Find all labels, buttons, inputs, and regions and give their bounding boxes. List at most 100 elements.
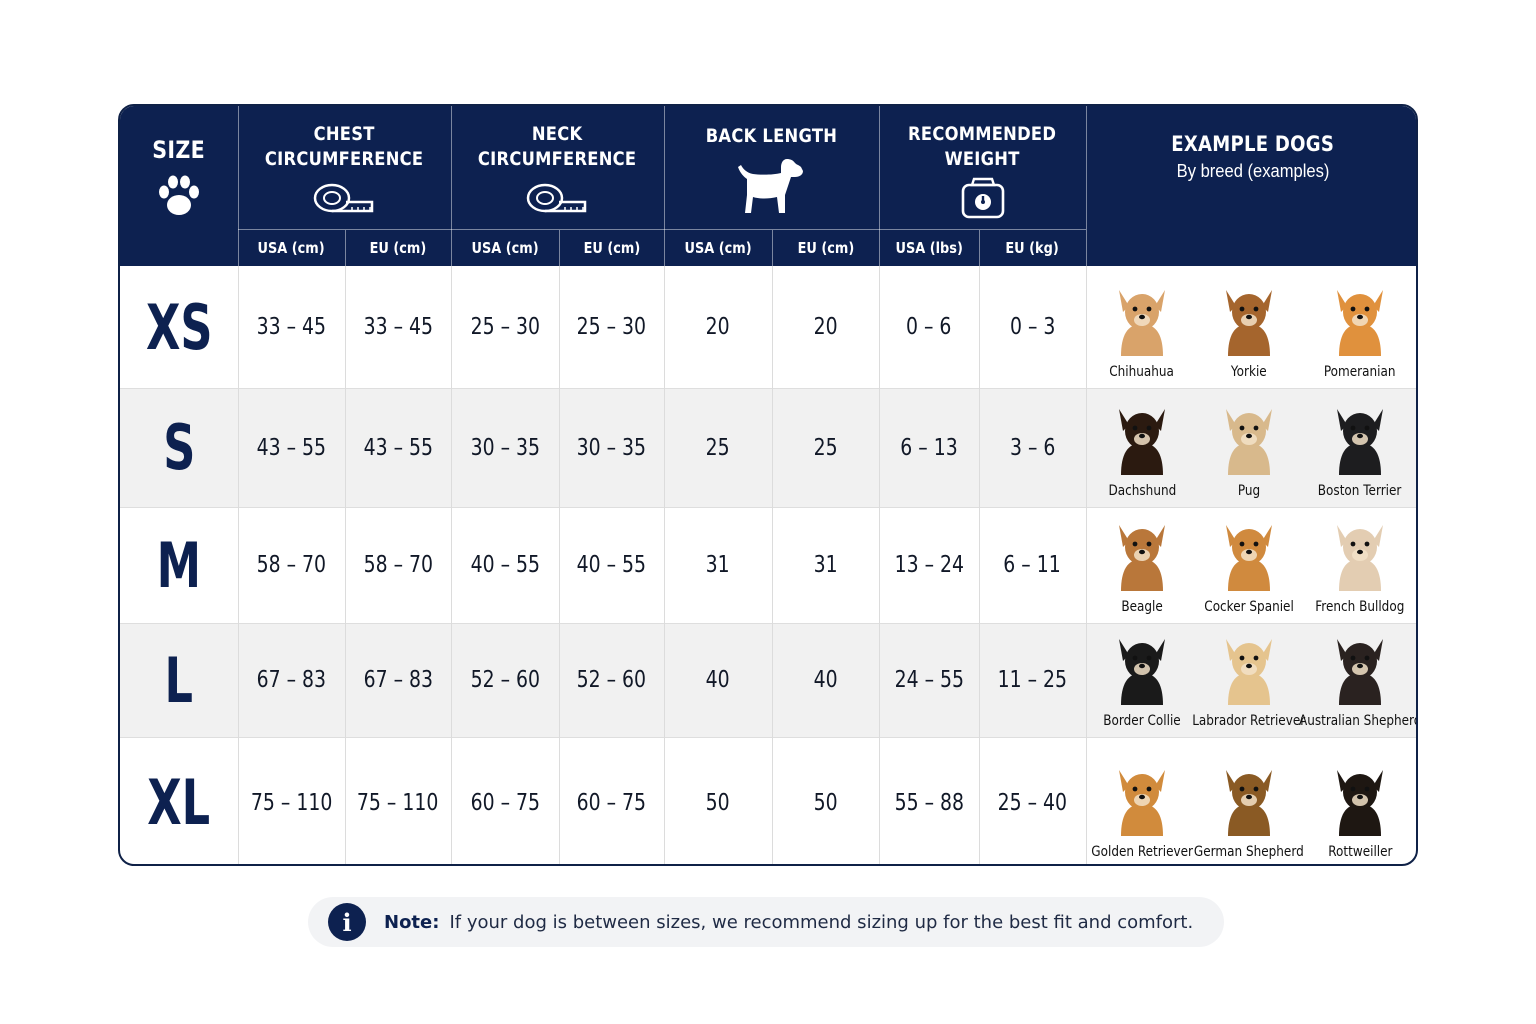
measurement-cell: 31 xyxy=(705,552,731,578)
measurement-cell: 75 – 110 xyxy=(250,789,333,816)
measurement-cell: 30 – 35 xyxy=(470,434,540,461)
dog-breed-name: Border Collie xyxy=(1103,713,1181,729)
measurement-cell: 31 xyxy=(813,552,838,578)
chest-eu-subheader: EU (cm) xyxy=(369,239,427,257)
weight-eu-subheader: EU (kg) xyxy=(1005,239,1060,257)
back-usa-subheader: USA (cm) xyxy=(684,239,752,257)
back-length-header: BACK LENGTH xyxy=(664,124,879,217)
measurement-cell: 40 xyxy=(705,667,731,693)
dog-photo xyxy=(1119,770,1165,836)
dog-breed-name: Boston Terrier xyxy=(1318,483,1402,499)
measurement-cell: 25 – 30 xyxy=(470,314,540,340)
dog-photo xyxy=(1337,770,1383,836)
measurement-cell: 25 – 30 xyxy=(576,314,647,340)
measurement-cell: 30 – 35 xyxy=(576,434,647,461)
chest-usa-subheader: USA (cm) xyxy=(257,239,326,257)
dog-breed-name: Labrador Retriever xyxy=(1192,713,1306,729)
dog-breed-name: Pomeranian xyxy=(1324,364,1396,380)
dog-breed-name: Golden Retriever xyxy=(1091,844,1193,860)
sizing-note: i Note: If your dog is between sizes, we… xyxy=(308,897,1224,947)
size-header: SIZE xyxy=(120,138,238,219)
measurement-cell: 0 – 6 xyxy=(906,314,952,340)
measurement-cell: 43 – 55 xyxy=(256,434,327,461)
table-row: XL 75 – 110 75 – 110 60 – 75 60 – 75 50 50 55 –… xyxy=(120,737,1416,864)
measurement-cell: 50 xyxy=(705,789,731,816)
example-dogs-header: EXAMPLE DOGS By breed (examples) xyxy=(1086,132,1416,182)
size-label: S xyxy=(162,411,196,484)
measurement-cell: 55 – 88 xyxy=(894,789,964,816)
measurement-cell: 20 xyxy=(705,314,731,340)
weight-title-line-2: WEIGHT xyxy=(944,148,1021,170)
weight-title-line-1: RECOMMENDED xyxy=(908,123,1057,145)
size-label: L xyxy=(164,643,194,717)
dog-breed-name: French Bulldog xyxy=(1315,599,1405,615)
dog-photo xyxy=(1337,525,1383,591)
example-dog: Cocker Spaniel xyxy=(1198,507,1300,623)
example-dog: German Shepherd xyxy=(1194,737,1304,864)
table-row: S 43 – 55 43 – 55 30 – 35 30 – 35 25 25 6 – 13 3… xyxy=(120,388,1416,507)
example-dog: Boston Terrier xyxy=(1300,388,1416,507)
example-dog: Golden Retriever xyxy=(1086,737,1198,864)
example-dog: Rottweiller xyxy=(1300,737,1416,864)
size-header-label: SIZE xyxy=(152,136,206,164)
example-dog: Labrador Retriever xyxy=(1193,623,1305,737)
tape-measure-icon xyxy=(313,183,373,213)
measurement-cell: 24 – 55 xyxy=(894,667,964,693)
tape-measure-icon xyxy=(526,183,586,213)
measurement-cell: 58 – 70 xyxy=(256,552,327,578)
measurement-cell: 25 xyxy=(705,434,731,461)
dog-photo xyxy=(1337,409,1383,475)
table-row: L 67 – 83 67 – 83 52 – 60 52 – 60 40 40 24 – 55… xyxy=(120,623,1416,737)
example-dog: Australian Shepherd xyxy=(1299,623,1416,737)
measurement-cell: 25 xyxy=(813,434,838,461)
measurement-cell: 40 – 55 xyxy=(470,552,540,578)
table-row: XS 33 – 45 33 – 45 25 – 30 25 – 30 20 20 0 – 6 0… xyxy=(120,266,1416,388)
example-dogs-title: EXAMPLE DOGS xyxy=(1171,132,1335,156)
dog-photo xyxy=(1119,639,1165,705)
weight-usa-subheader: USA (lbs) xyxy=(895,239,963,257)
measurement-cell: 13 – 24 xyxy=(894,552,964,578)
measurement-cell: 67 – 83 xyxy=(363,667,433,693)
dog-photo xyxy=(1226,290,1272,356)
dog-photo xyxy=(1119,409,1165,475)
measurement-cell: 0 – 3 xyxy=(1009,314,1056,340)
example-dogs-subtitle: By breed (examples) xyxy=(1176,161,1330,181)
example-dog: Border Collie xyxy=(1086,623,1198,737)
dog-silhouette-icon xyxy=(737,159,803,213)
measurement-cell: 6 – 11 xyxy=(1003,552,1062,578)
chest-title-line-1: CHEST xyxy=(313,123,376,145)
measurement-cell: 60 – 75 xyxy=(470,789,540,816)
dog-breed-name: Dachshund xyxy=(1108,483,1176,499)
measurement-cell: 50 xyxy=(813,789,838,816)
example-dog: Beagle xyxy=(1086,507,1198,623)
size-label: XL xyxy=(147,766,211,839)
dog-photo xyxy=(1119,290,1165,356)
neck-usa-subheader: USA (cm) xyxy=(471,239,539,257)
neck-title-line-1: NECK xyxy=(532,123,583,145)
measurement-cell: 75 – 110 xyxy=(357,789,439,816)
paw-icon xyxy=(159,175,199,215)
dog-breed-name: Beagle xyxy=(1121,599,1163,615)
scale-icon xyxy=(961,177,1004,219)
dog-breed-name: German Shepherd xyxy=(1194,844,1304,860)
dog-breed-name: Pug xyxy=(1237,483,1261,499)
example-dog: Yorkie xyxy=(1198,266,1300,388)
dog-photo xyxy=(1226,770,1272,836)
measurement-cell: 40 – 55 xyxy=(576,552,647,578)
measurement-cell: 11 – 25 xyxy=(997,667,1068,693)
example-dog: Chihuahua xyxy=(1086,266,1198,388)
neck-header: NECK CIRCUMFERENCE xyxy=(451,122,664,218)
table-row: M 58 – 70 58 – 70 40 – 55 40 – 55 31 31 13 – 24… xyxy=(120,507,1416,623)
note-text: If your dog is between sizes, we recomme… xyxy=(449,911,1194,933)
measurement-cell: 33 – 45 xyxy=(363,314,433,340)
measurement-cell: 58 – 70 xyxy=(363,552,433,578)
dog-breed-name: Yorkie xyxy=(1231,364,1267,380)
example-dog: Pug xyxy=(1198,388,1300,507)
measurement-cell: 33 – 45 xyxy=(256,314,327,340)
dog-photo xyxy=(1337,639,1383,705)
measurement-cell: 52 – 60 xyxy=(576,667,647,693)
back-title: BACK LENGTH xyxy=(705,125,838,147)
dog-photo xyxy=(1337,290,1383,356)
example-dog: French Bulldog xyxy=(1300,507,1416,623)
example-dog: Pomeranian xyxy=(1300,266,1416,388)
